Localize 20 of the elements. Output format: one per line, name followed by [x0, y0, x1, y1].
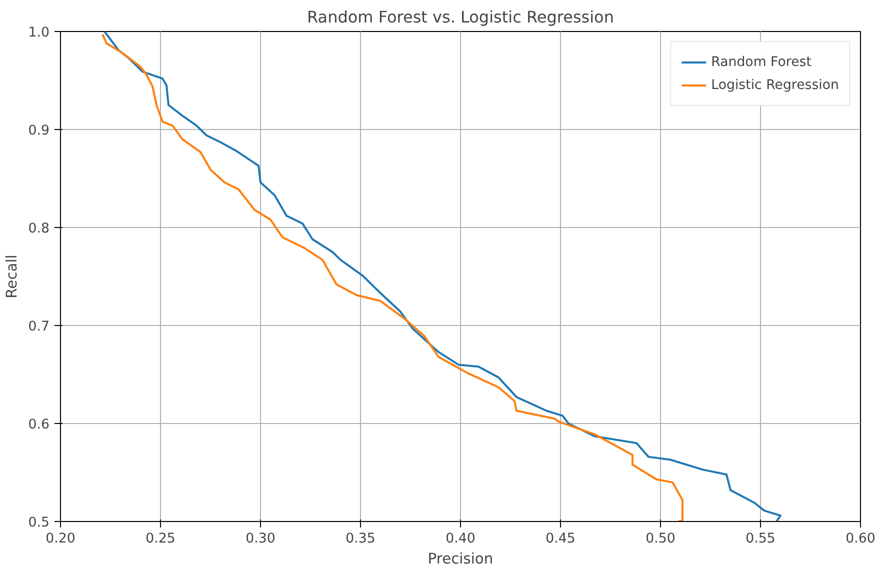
y-tick-label: 0.6 — [28, 418, 50, 432]
x-tick-label: 0.45 — [546, 532, 576, 546]
y-axis-title: Recall — [3, 254, 20, 298]
x-tick-label: 0.50 — [646, 532, 676, 546]
x-tick-label: 0.20 — [46, 532, 76, 546]
x-tick-label: 0.60 — [846, 532, 876, 546]
legend-label: Logistic Regression — [711, 78, 839, 92]
x-tick-label: 0.30 — [246, 532, 276, 546]
legend-label: Random Forest — [711, 54, 812, 70]
y-tick-label: 0.5 — [28, 516, 50, 530]
y-tick-label: 0.8 — [28, 222, 50, 236]
x-tick-label: 0.25 — [146, 532, 176, 546]
y-tick-label: 1.0 — [28, 26, 50, 40]
x-axis-title: Precision — [428, 550, 494, 568]
x-tick-label: 0.35 — [346, 532, 376, 546]
x-tick-label: 0.55 — [746, 532, 776, 546]
chart-title: Random Forest vs. Logistic Regression — [307, 8, 614, 26]
x-tick-label: 0.40 — [446, 532, 476, 546]
y-tick-label: 0.9 — [28, 124, 50, 138]
y-tick-label: 0.7 — [28, 320, 50, 334]
